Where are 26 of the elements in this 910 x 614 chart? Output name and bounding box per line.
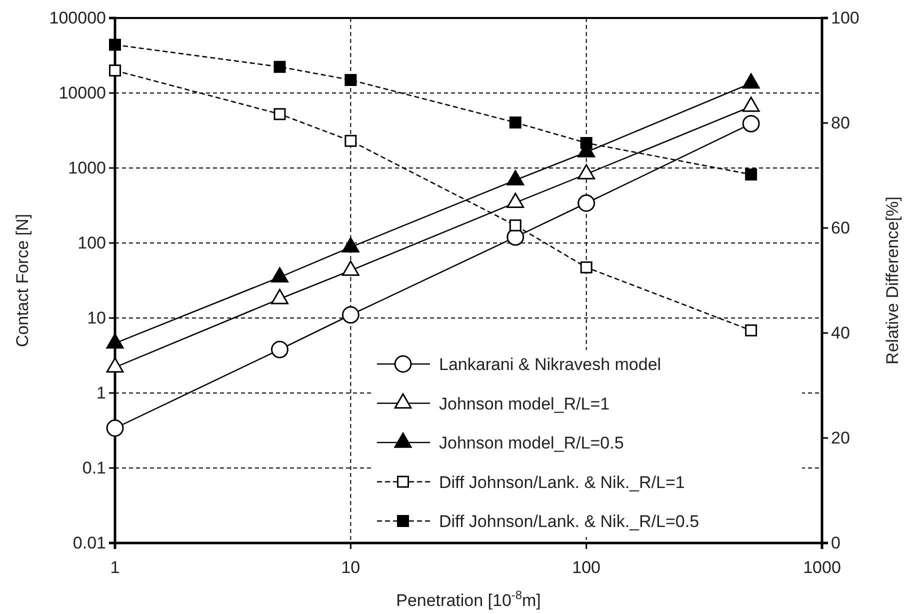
y-tick-label: 100 bbox=[78, 233, 106, 252]
legend-label: Johnson model_R/L=0.5 bbox=[439, 434, 624, 452]
y-tick-label: 1 bbox=[96, 383, 106, 402]
y-tick-label: 1000 bbox=[68, 158, 106, 178]
x-tick-label: 100 bbox=[572, 558, 601, 578]
x-tick-label: 1 bbox=[110, 558, 120, 578]
y-tick-label: 10 bbox=[87, 308, 106, 328]
x-axis-title: Penetration [10$^{-8}$m] bbox=[396, 588, 541, 610]
y2-axis-title: Relative Difference[%] bbox=[883, 196, 902, 364]
legend-label: Diff Johnson/Lank. & Nik._R/L=1 bbox=[439, 472, 685, 492]
legend-label: Diff Johnson/Lank. & Nik._R/L=0.5 bbox=[439, 512, 700, 531]
y2-tick-label: 60 bbox=[831, 218, 850, 238]
y-axis-title: Contact Force [N] bbox=[13, 214, 32, 348]
y2-tick-label: 40 bbox=[831, 323, 850, 342]
y-tick-label: 0.1 bbox=[82, 458, 106, 478]
y-tick-label: 10000 bbox=[58, 83, 106, 102]
x-tick-label: 10 bbox=[341, 558, 360, 578]
y2-tick-label: 80 bbox=[831, 113, 850, 132]
x-tick-label: 1000 bbox=[803, 558, 841, 578]
y2-tick-label: 20 bbox=[831, 428, 850, 448]
y2-tick-label: 0 bbox=[831, 533, 840, 552]
legend-label: Lankarani & Nikravesh model bbox=[439, 355, 662, 374]
y-tick-label: 0.01 bbox=[72, 533, 106, 552]
y-tick-label: 100000 bbox=[49, 8, 106, 28]
y2-tick-label: 100 bbox=[831, 8, 860, 28]
legend-label: Johnson model_R/L=1 bbox=[439, 394, 610, 414]
